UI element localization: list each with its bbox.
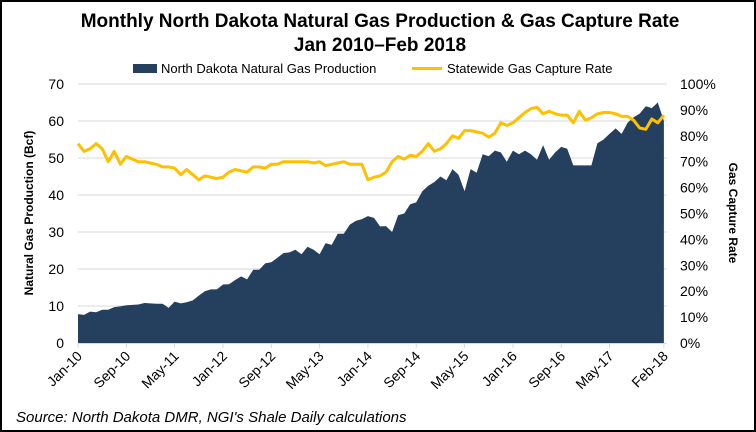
y-axis-label: Natural Gas Production (Bcf) — [22, 131, 36, 296]
y2-tick-label: 0% — [680, 335, 700, 351]
y-tick-label: 50 — [48, 150, 64, 166]
x-tick-label: Sep-12 — [235, 348, 278, 391]
legend-label-capture: Statewide Gas Capture Rate — [447, 61, 612, 76]
y2-tick-label: 90% — [680, 102, 708, 118]
y-tick-label: 70 — [48, 76, 64, 92]
y2-axis-label: Gas Capture Rate — [726, 163, 740, 264]
x-axis-ticks: Jan-10 Sep-10 May-11 Jan-12 Sep-12 May-13 Jan-… — [44, 343, 671, 392]
left-axis-ticks: 0 10 20 30 40 50 60 70 — [48, 76, 64, 351]
x-tick-label: Sep-10 — [90, 348, 133, 391]
capture-rate-line — [76, 105, 666, 182]
y-tick-label: 10 — [48, 298, 64, 314]
x-tick-label: Sep-16 — [525, 348, 568, 391]
production-area-layer — [78, 102, 664, 343]
y2-tick-label: 100% — [680, 76, 716, 92]
x-tick-label: May-15 — [427, 348, 471, 392]
legend-swatch-production — [133, 64, 157, 73]
chart-title: Monthly North Dakota Natural Gas Product… — [81, 11, 680, 32]
x-tick-label: Jan-10 — [44, 348, 86, 390]
x-tick-label: Jan-12 — [188, 348, 230, 390]
y2-tick-label: 50% — [680, 206, 708, 222]
x-tick-label: Jan-16 — [478, 348, 520, 390]
x-tick-label: Feb-18 — [628, 348, 671, 391]
capture-line-layer — [76, 105, 666, 182]
y2-tick-label: 10% — [680, 309, 708, 325]
x-tick-label: Jan-14 — [333, 348, 375, 390]
production-area — [78, 102, 664, 343]
y-tick-label: 20 — [48, 261, 64, 277]
y2-tick-label: 80% — [680, 128, 708, 144]
y2-tick-label: 70% — [680, 154, 708, 170]
y2-tick-label: 60% — [680, 180, 708, 196]
x-tick-label: Sep-14 — [380, 348, 423, 391]
chart-subtitle: Jan 2010–Feb 2018 — [294, 35, 466, 56]
x-tick-label: May-13 — [282, 348, 326, 392]
x-tick-label: May-17 — [572, 348, 616, 392]
y2-tick-label: 20% — [680, 283, 708, 299]
y-tick-label: 0 — [56, 335, 64, 351]
x-tick-label: May-11 — [138, 348, 182, 392]
y-tick-label: 60 — [48, 113, 64, 129]
y2-tick-label: 40% — [680, 231, 708, 247]
legend: North Dakota Natural Gas Production Stat… — [133, 61, 612, 76]
source-note: Source: North Dakota DMR, NGI's Shale Da… — [16, 409, 407, 426]
right-axis-ticks: 0% 10% 20% 30% 40% 50% 60% 70% 80% 90% 100% — [680, 76, 716, 351]
legend-label-production: North Dakota Natural Gas Production — [161, 61, 376, 76]
y-tick-label: 40 — [48, 187, 64, 203]
y2-tick-label: 30% — [680, 257, 708, 273]
y-tick-label: 30 — [48, 224, 64, 240]
